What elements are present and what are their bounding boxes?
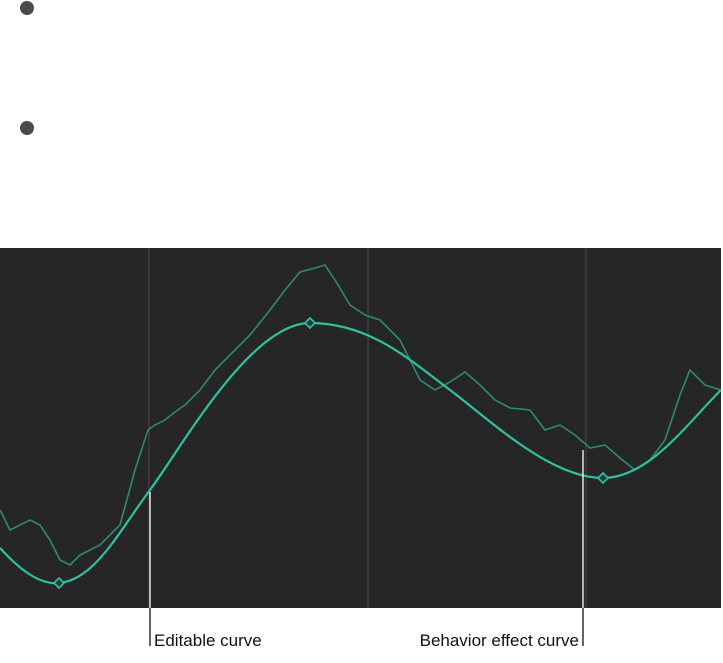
bullet bbox=[20, 1, 34, 15]
bullet bbox=[20, 121, 34, 135]
callout-label: Editable curve bbox=[154, 631, 262, 650]
keyframe bbox=[52, 576, 66, 590]
time-markers bbox=[148, 248, 587, 608]
keyframe bbox=[303, 316, 317, 330]
keyframe bbox=[596, 471, 610, 485]
callout-lines bbox=[149, 450, 584, 646]
callout-label: Behavior effect curve bbox=[420, 631, 579, 650]
behavior-effect-curve bbox=[0, 264, 722, 566]
curve-editor-panel bbox=[0, 248, 721, 608]
keyframes bbox=[52, 316, 610, 590]
